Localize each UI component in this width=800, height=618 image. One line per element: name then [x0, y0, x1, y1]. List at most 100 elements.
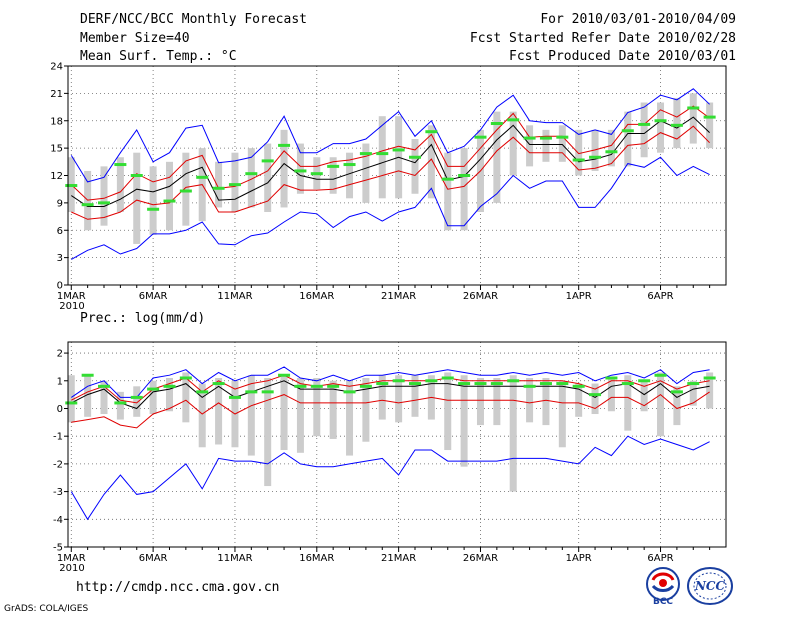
obs-range-bar [640, 102, 648, 158]
series-line-mean [71, 380, 710, 410]
obs-range-bar [280, 375, 288, 451]
x-year-label: 2010 [59, 301, 84, 312]
fcst-produced-label: Fcst Produced Date 2010/03/01 [509, 49, 736, 64]
obs-range-bar [133, 386, 141, 417]
y-tick-label: -1 [53, 432, 63, 443]
obs-range-bar [67, 375, 75, 423]
series-line-min [70, 435, 710, 521]
obs-range-bar [526, 125, 534, 167]
obs-range-bar [607, 378, 615, 412]
y-tick-label: 18 [50, 116, 63, 127]
obs-range-bar [100, 166, 108, 226]
plot-frame [67, 341, 727, 548]
obs-range-bar [215, 378, 223, 445]
obs-range-bar [329, 380, 337, 439]
x-tick-label: 16MAR [299, 553, 334, 564]
obs-range-bar [444, 152, 452, 231]
obs-range-bar [706, 102, 714, 149]
obs-range-bar [427, 125, 435, 199]
series-line-max [70, 88, 710, 183]
obs-range-bar [689, 93, 697, 144]
obs-range-bar [264, 378, 272, 487]
obs-range-bar [624, 111, 632, 167]
series-line-max [71, 366, 710, 398]
obs-range-bar [673, 386, 681, 426]
obs-range-bar [493, 378, 501, 426]
obs-range-bar [116, 157, 124, 212]
obs-range-bar [657, 102, 665, 153]
y-tick-label: 24 [50, 62, 63, 73]
member-size-label: Member Size=40 [80, 31, 190, 46]
source-url[interactable]: http://cmdp.ncc.cma.gov.cn [76, 580, 280, 595]
ncc-logo-text: NCC [694, 579, 726, 593]
x-tick-label: 1APR [566, 553, 592, 564]
ncc-logo-icon: NCC [687, 567, 733, 605]
x-tick-label: 21MAR [381, 553, 416, 564]
obs-range-bar [591, 383, 599, 415]
x-tick-label: 6APR [647, 291, 673, 302]
y-tick-label: 1 [57, 376, 63, 387]
obs-range-bar [346, 152, 354, 199]
obs-range-bar [264, 143, 272, 212]
obs-range-bar [346, 380, 354, 456]
series-line-min [71, 156, 710, 260]
obs-range-bar [231, 152, 239, 212]
x-tick-label: 11MAR [217, 291, 252, 302]
obs-range-bar [313, 378, 321, 437]
obs-range-bar [575, 383, 583, 417]
obs-range-bar [689, 380, 697, 406]
obs-range-bar [247, 375, 255, 456]
y-tick-label: 0 [57, 404, 63, 415]
y-tick-label: 3 [57, 253, 63, 264]
x-year-label: 2010 [59, 563, 84, 574]
obs-range-bar [280, 129, 288, 208]
y-tick-label: -2 [53, 459, 63, 470]
fcst-started-label: Fcst Started Refer Date 2010/02/28 [469, 31, 736, 46]
y-tick-label: 12 [50, 171, 63, 182]
obs-range-bar [624, 375, 632, 431]
obs-range-bar [133, 152, 141, 244]
obs-range-bar [558, 125, 566, 162]
obs-range-bar [378, 375, 386, 420]
bcc-logo-icon: BCC [646, 567, 680, 606]
y-tick-label: -5 [53, 543, 63, 554]
obs-range-bar [116, 391, 124, 420]
series-line-lower [71, 125, 710, 220]
y-tick-label: 9 [57, 198, 63, 209]
x-tick-label: 1MAR [57, 553, 86, 564]
obs-range-bar [460, 148, 468, 231]
obs-range-bar [84, 375, 92, 417]
obs-range-bar [509, 375, 517, 492]
series-line-lower [71, 391, 710, 429]
obs-range-bar [706, 372, 714, 409]
y-tick-label: 0 [57, 281, 63, 292]
variable-label-temp: Mean Surf. Temp.: °C [80, 49, 237, 64]
obs-range-bar [182, 152, 190, 226]
obs-range-bar [460, 375, 468, 467]
obs-range-bar [100, 380, 108, 415]
obs-range-bar [296, 378, 304, 453]
obs-range-bar [607, 129, 615, 167]
obs-range-bar [493, 111, 501, 203]
y-tick-label: 15 [50, 144, 63, 155]
obs-range-bar [395, 375, 403, 423]
bcc-logo-text: BCC [653, 597, 673, 606]
obs-range-bar [362, 378, 370, 442]
x-tick-label: 1APR [566, 291, 592, 302]
x-tick-label: 26MAR [463, 291, 498, 302]
obs-range-bar [526, 378, 534, 423]
x-tick-label: 16MAR [299, 291, 334, 302]
obs-range-bar [411, 375, 419, 417]
y-tick-label: -3 [53, 487, 63, 498]
obs-range-bar [558, 380, 566, 448]
series-line-mean [71, 116, 710, 207]
obs-range-bar [247, 148, 255, 208]
x-tick-label: 6MAR [139, 553, 168, 564]
plot-panel-1: 0 3 6 9 12 15 18 21 24 1MAR 6MAR 11MAR 16MAR 21MAR 26M… [50, 62, 727, 312]
series-line-upper [71, 374, 710, 404]
y-tick-label: 6 [57, 226, 63, 237]
y-tick-label: 21 [50, 89, 63, 100]
obs-range-bar [673, 97, 681, 149]
obs-range-bar [215, 161, 223, 208]
